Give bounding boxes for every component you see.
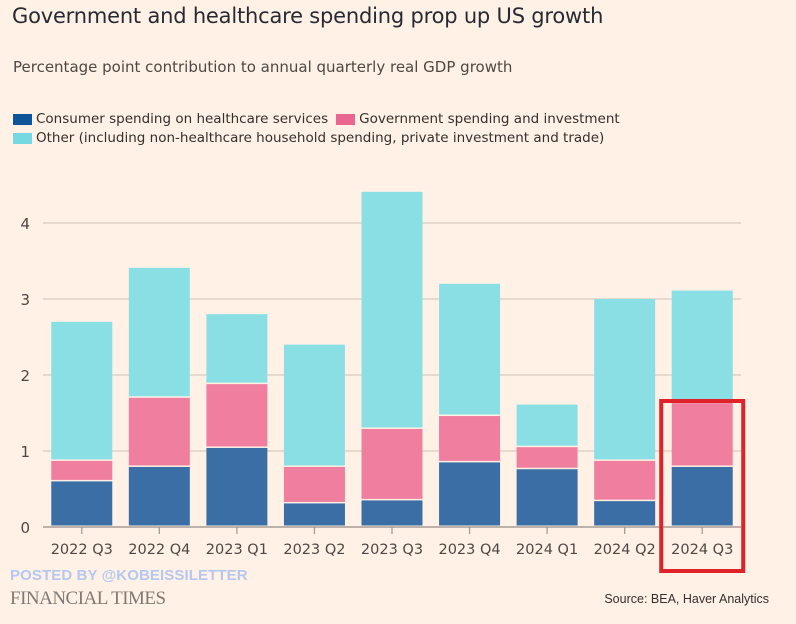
bar-segment-government — [516, 447, 578, 468]
x-tick-label: 2022 Q3 — [51, 542, 113, 558]
bar-segment-other — [206, 314, 268, 383]
bar-segment-government — [128, 397, 190, 466]
source-note: Source: BEA, Haver Analytics — [604, 592, 769, 606]
bar-segment-government — [51, 460, 113, 480]
legend-item-healthcare: Consumer spending on healthcare services — [13, 110, 328, 129]
x-tick-label: 2024 Q1 — [516, 542, 578, 558]
bar-segment-healthcare — [283, 503, 345, 526]
legend-swatch-other — [13, 133, 32, 144]
bar-stack-2022-Q3 — [51, 321, 113, 526]
highlight-box — [659, 399, 746, 573]
x-tick-label: 2022 Q4 — [128, 542, 190, 558]
chart-subtitle: Percentage point contribution to annual … — [13, 58, 513, 76]
legend-item-government: Government spending and investment — [336, 110, 620, 129]
x-tick-label: 2024 Q2 — [594, 542, 656, 558]
bar-segment-government — [283, 466, 345, 502]
bar-stack-2022-Q4 — [128, 267, 190, 526]
y-tick-label: 4 — [20, 215, 30, 233]
bar-segment-healthcare — [51, 481, 113, 526]
brand-logo: FINANCIAL TIMES — [10, 588, 166, 609]
x-tick-label: 2023 Q2 — [283, 542, 345, 558]
bar-segment-other — [594, 299, 656, 460]
bar-segment-other — [439, 283, 501, 415]
bar-segment-healthcare — [594, 501, 656, 526]
bar-stack-2023-Q3 — [361, 191, 423, 526]
bar-segment-other — [51, 321, 113, 460]
bar-segment-other — [516, 404, 578, 446]
bar-segment-other — [361, 191, 423, 428]
bar-segment-healthcare — [439, 462, 501, 526]
x-tick-label: 2023 Q1 — [206, 542, 268, 558]
bar-segment-other — [128, 267, 190, 397]
bar-segment-healthcare — [671, 466, 733, 526]
legend-swatch-government — [336, 114, 356, 125]
bar-segment-healthcare — [206, 447, 268, 526]
y-tick-label: 0 — [20, 519, 30, 537]
bar-stack-2023-Q2 — [283, 344, 345, 526]
bar-stack-2023-Q1 — [206, 314, 268, 526]
x-tick-label: 2023 Q4 — [438, 542, 500, 558]
x-tick-label: 2024 Q3 — [671, 542, 733, 558]
x-tick-label: 2023 Q3 — [361, 542, 423, 558]
bar-segment-government — [671, 403, 733, 466]
annotations — [659, 399, 746, 573]
bar-stack-2024-Q3 — [671, 290, 733, 526]
legend-label-healthcare: Consumer spending on healthcare services — [36, 111, 329, 127]
y-tick-label: 3 — [20, 291, 30, 309]
legend-item-other: Other (including non-healthcare househol… — [13, 129, 604, 148]
legend: Consumer spending on healthcare services… — [13, 110, 628, 148]
bar-stack-2024-Q2 — [594, 299, 656, 526]
x-axis: 2022 Q3 2022 Q4 2023 Q1 2023 Q2 2023 Q3 2023 … — [43, 526, 741, 558]
bar-segment-healthcare — [516, 469, 578, 526]
legend-swatch-healthcare — [13, 114, 32, 125]
bar-segment-other — [671, 290, 733, 402]
watermark: POSTED BY @KOBEISSILETTER — [10, 567, 248, 584]
bar-segment-government — [361, 428, 423, 499]
bar-segment-healthcare — [361, 500, 423, 526]
y-tick-label: 1 — [20, 443, 30, 461]
y-tick-label: 2 — [20, 367, 30, 385]
chart-title: Government and healthcare spending prop … — [12, 4, 604, 28]
bar-segment-government — [439, 416, 501, 461]
legend-label-government: Government spending and investment — [359, 111, 620, 127]
bar-segment-healthcare — [128, 466, 190, 526]
bar-segment-government — [594, 460, 656, 500]
bar-segment-other — [283, 344, 345, 466]
bars — [51, 191, 733, 526]
legend-label-other: Other (including non-healthcare househol… — [36, 130, 605, 146]
bar-stack-2024-Q1 — [516, 404, 578, 526]
bar-segment-government — [206, 384, 268, 447]
y-axis-ticks: 0 1 2 3 4 — [20, 215, 30, 537]
bar-stack-2023-Q4 — [439, 283, 501, 526]
